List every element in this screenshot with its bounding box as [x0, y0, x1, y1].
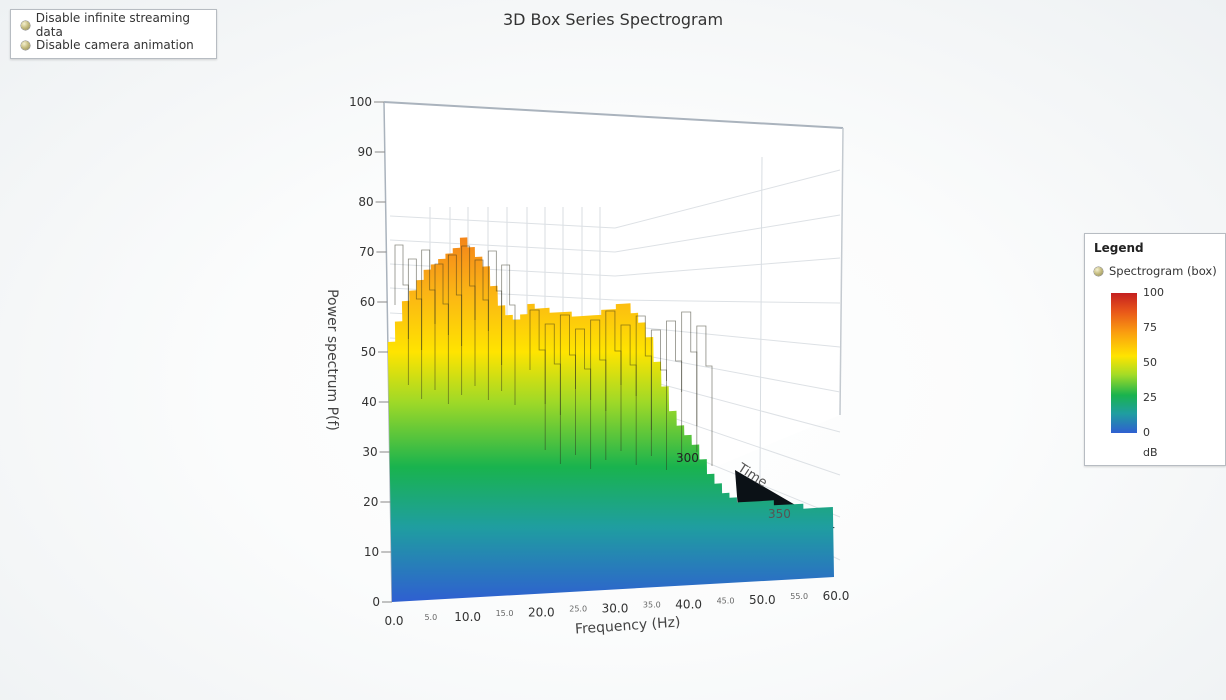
y-tick-label: 70 — [359, 245, 374, 259]
radio-dot-icon[interactable] — [21, 40, 30, 50]
y-tick-label: 80 — [358, 195, 373, 209]
color-scale-tick: 100 — [1143, 286, 1164, 299]
y-tick-label: 50 — [361, 345, 376, 359]
color-scale-bar — [1111, 293, 1137, 433]
grid-line — [759, 156, 763, 481]
y-tick-label: 0 — [372, 595, 380, 609]
x-tick-label: 60.0 — [823, 589, 850, 603]
y-tick-label: 10 — [364, 545, 379, 559]
grid-line — [614, 299, 841, 304]
grid-line — [614, 214, 841, 253]
color-scale-tick: 75 — [1143, 321, 1157, 334]
legend-title: Legend — [1094, 241, 1144, 255]
color-scale-tick: 50 — [1143, 356, 1157, 369]
y-axis-label: Power spectrum P(f) — [324, 289, 340, 431]
right-edge — [839, 127, 844, 416]
x-minor-tick-label: 5.0 — [424, 613, 437, 622]
color-scale-tick: 0 — [1143, 426, 1150, 439]
legend-entry-spectrogram[interactable]: Spectrogram (box) — [1094, 264, 1217, 278]
disable-camera-label[interactable]: Disable camera animation — [36, 38, 194, 52]
x-tick-label: 30.0 — [602, 602, 629, 616]
x-minor-tick-label: 35.0 — [643, 600, 661, 609]
ridge-outline — [696, 325, 713, 466]
top-edge — [383, 101, 844, 129]
x-tick-label: 10.0 — [454, 610, 481, 624]
x-minor-tick-label: 55.0 — [790, 592, 808, 601]
grid-line — [389, 215, 616, 229]
z-tick-label: 300 — [676, 451, 699, 465]
y-axis-ticks: 0 10 20 30 40 50 60 70 80 90 100 — [349, 95, 392, 609]
ridge-outline — [650, 329, 667, 470]
ridge-outline — [501, 264, 516, 405]
y-tick-label: 100 — [349, 95, 372, 109]
color-scale-tick: 25 — [1143, 391, 1157, 404]
x-tick-label: 0.0 — [384, 614, 403, 628]
grid-line — [614, 324, 841, 348]
disable-streaming-option[interactable]: Disable infinite streaming data — [21, 11, 216, 39]
grid-line — [614, 257, 841, 277]
grid-line — [389, 239, 616, 253]
x-tick-label: 20.0 — [528, 606, 555, 620]
disable-camera-option[interactable]: Disable camera animation — [21, 35, 216, 55]
options-panel: Disable infinite streaming data Disable … — [10, 9, 217, 59]
y-tick-label: 20 — [363, 495, 378, 509]
x-tick-label: 40.0 — [675, 597, 702, 611]
x-minor-tick-label: 45.0 — [717, 596, 735, 605]
x-axis-ticks: 0.0 10.0 20.0 30.0 40.0 50.0 60.0 5.0 15.0 25.0 35… — [384, 589, 849, 628]
z-tick-label: 350 — [768, 507, 791, 521]
radio-dot-icon[interactable] — [21, 20, 30, 30]
chart-title: 3D Box Series Spectrogram — [502, 10, 724, 29]
legend-entry-label: Spectrogram (box) — [1109, 264, 1217, 278]
x-tick-label: 50.0 — [749, 593, 776, 607]
y-tick-label: 60 — [360, 295, 375, 309]
y-tick-label: 40 — [362, 395, 377, 409]
spectrogram-surface — [387, 237, 835, 602]
series-dot-icon — [1094, 266, 1103, 276]
grid-line — [614, 169, 841, 229]
x-minor-tick-label: 15.0 — [496, 609, 514, 618]
x-minor-tick-label: 25.0 — [569, 605, 587, 614]
y-tick-label: 90 — [358, 145, 373, 159]
color-scale-unit: dB — [1143, 446, 1158, 459]
legend-panel: Legend Spectrogram (box) 100 75 50 25 0 … — [1084, 233, 1226, 466]
y-tick-label: 30 — [362, 445, 377, 459]
x-axis-label: Frequency (Hz) — [575, 614, 681, 637]
spectrum-front-face — [387, 237, 834, 602]
disable-streaming-label[interactable]: Disable infinite streaming data — [35, 11, 191, 39]
grid-line — [389, 263, 616, 277]
